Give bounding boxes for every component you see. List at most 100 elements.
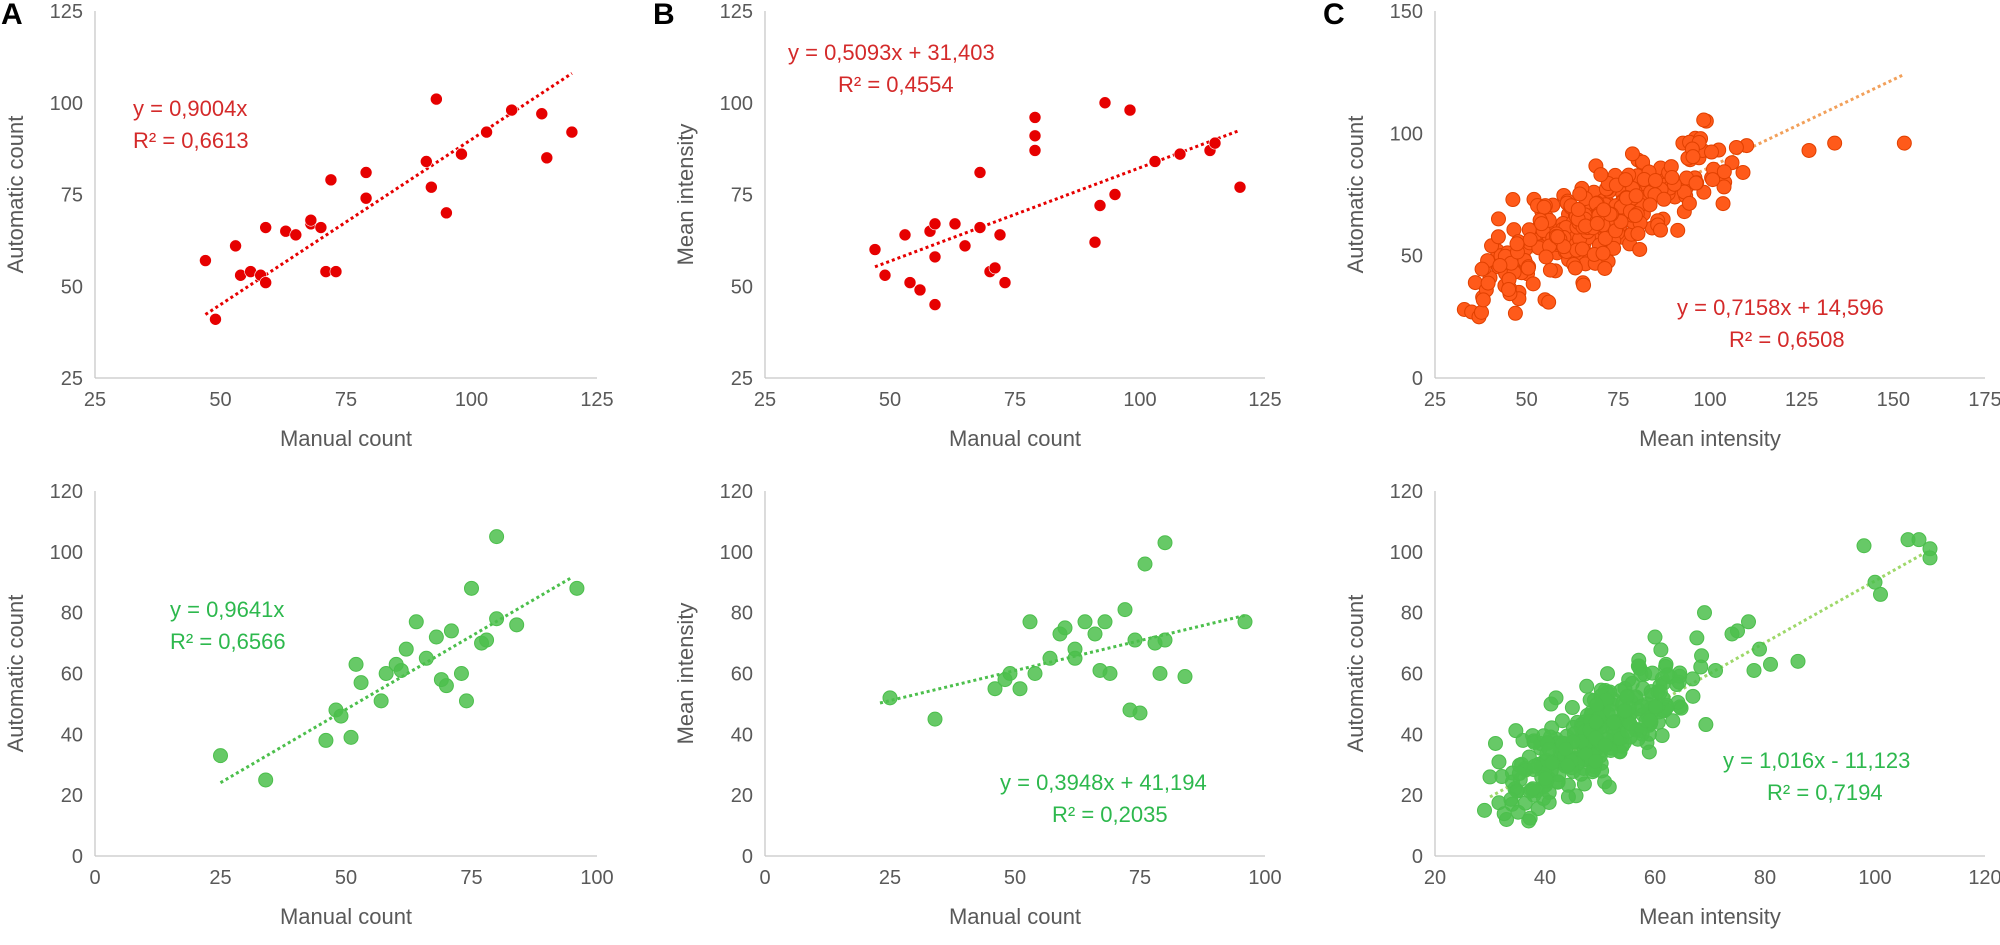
data-point [1550, 229, 1566, 245]
x-tick-label: 25 [209, 867, 231, 889]
data-point [1589, 697, 1605, 713]
data-point [1522, 232, 1538, 248]
data-point [324, 173, 338, 187]
data-point [1148, 155, 1162, 168]
data-point [1589, 216, 1605, 232]
data-point [1746, 662, 1762, 678]
y-tick-label: 120 [50, 481, 83, 503]
data-point [1564, 700, 1580, 716]
data-point [1473, 304, 1489, 320]
y-tick-label: 120 [720, 481, 753, 503]
data-point [1520, 260, 1536, 276]
data-point [464, 580, 479, 596]
r-squared-label: R² = 0,4554 [838, 72, 954, 97]
data-point [1728, 139, 1744, 155]
y-tick-label: 40 [1401, 724, 1423, 746]
y-tick-label: 100 [50, 542, 83, 564]
y-tick-label: 75 [61, 185, 83, 207]
chart-panel-a-top: 25 50 75 100 125 25 50 75 100 125 Manual count Auto… [3, 1, 614, 451]
y-tick-label: 60 [1401, 664, 1423, 686]
x-tick-label: 100 [1858, 867, 1891, 889]
data-point [1588, 753, 1604, 769]
y-axis-label: Automatic count [3, 116, 28, 274]
data-point [213, 748, 228, 764]
x-tick-label: 75 [1607, 389, 1629, 411]
data-point [1630, 226, 1646, 242]
data-point [998, 276, 1012, 289]
data-point [1067, 650, 1083, 666]
data-point [438, 678, 454, 694]
data-point [1618, 172, 1634, 188]
data-point [1708, 662, 1723, 678]
data-point [540, 151, 554, 165]
data-point [973, 166, 987, 179]
data-point [480, 125, 493, 139]
data-point [1521, 813, 1537, 829]
x-tick-label: 100 [1248, 867, 1281, 889]
x-tick-label: 80 [1754, 867, 1776, 889]
data-point [314, 221, 328, 234]
data-point [1177, 669, 1193, 685]
x-tick-label: 50 [209, 389, 231, 411]
x-tick-label: 100 [580, 867, 613, 889]
data-point [1233, 180, 1247, 194]
data-point [258, 772, 274, 788]
data-point [1617, 703, 1633, 719]
r-squared-label: R² = 0,7194 [1767, 780, 1883, 805]
data-point [304, 213, 318, 227]
data-point [1534, 216, 1550, 232]
data-point [1525, 276, 1541, 292]
data-point [987, 681, 1003, 697]
y-tick-label: 60 [731, 664, 753, 686]
data-points [1456, 112, 1912, 325]
data-point [1137, 556, 1153, 572]
data-point [1669, 677, 1685, 693]
data-point [1685, 671, 1701, 687]
x-tick-label: 25 [84, 389, 106, 411]
x-axis-label: Manual count [949, 904, 1081, 929]
data-point [1741, 614, 1756, 630]
data-point [1208, 136, 1222, 150]
data-point [1002, 666, 1018, 681]
data-point [1028, 111, 1042, 124]
trendline-equation: y = 0,9004x [133, 96, 247, 121]
data-point [913, 283, 927, 297]
data-point [1685, 688, 1701, 704]
data-point [229, 239, 242, 253]
data-point [1554, 713, 1570, 729]
data-point [1730, 623, 1745, 639]
data-point [1622, 716, 1638, 732]
data-points [199, 92, 579, 326]
data-point [1856, 538, 1872, 554]
data-point [1022, 614, 1038, 630]
data-point [1511, 765, 1527, 781]
data-point [359, 166, 373, 179]
y-tick-label: 0 [1412, 846, 1423, 868]
data-point [1560, 757, 1576, 773]
data-point [455, 147, 468, 161]
data-point [1588, 714, 1604, 730]
data-point [343, 729, 359, 745]
data-point [1157, 535, 1173, 551]
data-point [1801, 142, 1817, 158]
data-point [1475, 292, 1491, 308]
x-tick-label: 50 [335, 867, 357, 889]
r-squared-label: R² = 0,2035 [1052, 802, 1168, 827]
data-point [1093, 199, 1107, 212]
data-point [425, 180, 438, 194]
data-point [1560, 789, 1576, 805]
r-squared-label: R² = 0,6566 [170, 629, 286, 654]
trendline-equation: y = 0,7158x + 14,596 [1677, 295, 1884, 320]
x-tick-label: 75 [1129, 867, 1151, 889]
data-point [1763, 656, 1778, 672]
x-tick-label: 75 [335, 389, 357, 411]
data-point [1508, 723, 1524, 739]
data-point [1490, 229, 1506, 245]
data-point [973, 221, 987, 234]
data-point [993, 228, 1007, 242]
data-points [868, 96, 1247, 311]
x-tick-label: 20 [1424, 867, 1446, 889]
data-point [1117, 602, 1133, 618]
y-tick-label: 120 [1390, 481, 1423, 503]
x-tick-label: 40 [1534, 867, 1556, 889]
